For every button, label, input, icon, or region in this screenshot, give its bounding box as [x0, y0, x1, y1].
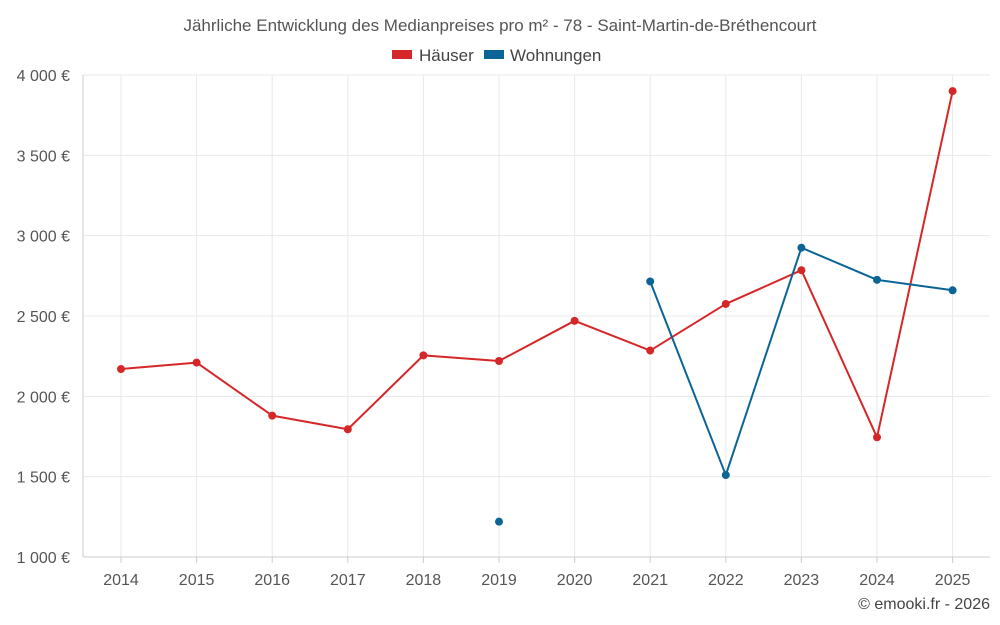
data-point-wohnungen-2023[interactable] — [797, 243, 806, 252]
data-point-haeuser-2017[interactable] — [343, 425, 352, 434]
data-point-haeuser-2015[interactable] — [192, 358, 201, 367]
data-point-haeuser-2019[interactable] — [495, 356, 503, 365]
y-tick-label: 1 000 € — [17, 550, 70, 567]
x-tick-label: 2021 — [632, 572, 668, 589]
data-point-haeuser-2025[interactable] — [948, 87, 957, 96]
credit: © emooki.fr - 2026 — [858, 596, 990, 613]
x-tick-label: 2014 — [103, 572, 139, 589]
x-tick-label: 2023 — [784, 572, 820, 589]
data-point-haeuser-2018[interactable] — [419, 351, 428, 360]
data-point-haeuser-2022[interactable] — [721, 299, 730, 308]
series-layer — [117, 87, 957, 526]
data-point-haeuser-2016[interactable] — [268, 411, 277, 420]
grid — [83, 74, 990, 557]
x-tick-label: 2020 — [557, 572, 593, 589]
legend-swatch-haeuser — [392, 50, 412, 59]
data-point-haeuser-2014[interactable] — [117, 365, 125, 374]
x-tick-label: 2018 — [406, 572, 442, 589]
series-haeuser — [117, 87, 957, 442]
x-tick-label: 2015 — [179, 572, 215, 589]
y-tick-label: 2 500 € — [17, 309, 70, 326]
x-tick-label: 2019 — [481, 572, 517, 589]
x-tick-label: 2016 — [254, 572, 290, 589]
y-tick-label: 3 000 € — [17, 229, 70, 246]
y-tick-label: 4 000 € — [17, 68, 70, 85]
data-point-wohnungen-2021[interactable] — [646, 277, 655, 286]
data-point-haeuser-2021[interactable] — [646, 346, 655, 355]
legend-swatch-wohnungen — [484, 50, 504, 59]
x-tick-label: 2017 — [330, 572, 366, 589]
data-point-haeuser-2023[interactable] — [797, 266, 806, 275]
y-tick-label: 3 500 € — [17, 148, 70, 165]
y-tick-label: 1 500 € — [17, 470, 70, 487]
x-tick-label: 2025 — [935, 572, 971, 589]
x-tick-label: 2024 — [859, 572, 895, 589]
series-line-haeuser — [120, 90, 954, 439]
legend-label-haeuser: Häuser — [419, 46, 474, 65]
x-tick-label: 2022 — [708, 572, 744, 589]
data-point-wohnungen-2019[interactable] — [495, 517, 503, 526]
data-point-haeuser-2024[interactable] — [873, 433, 881, 442]
data-point-haeuser-2020[interactable] — [570, 316, 579, 325]
data-point-wohnungen-2024[interactable] — [873, 275, 881, 284]
legend: Häuser Wohnungen — [392, 46, 601, 65]
data-point-wohnungen-2022[interactable] — [721, 471, 730, 480]
axes: 1 000 € 1 500 € 2 000 € 2 500 € 3 000 € 3 500… — [17, 68, 990, 589]
legend-label-wohnungen: Wohnungen — [510, 46, 601, 65]
series-wohnungen — [495, 243, 957, 526]
y-tick-label: 2 000 € — [17, 389, 70, 406]
chart-title: Jährliche Entwicklung des Medianpreises … — [183, 16, 816, 35]
data-point-wohnungen-2025[interactable] — [948, 286, 957, 295]
